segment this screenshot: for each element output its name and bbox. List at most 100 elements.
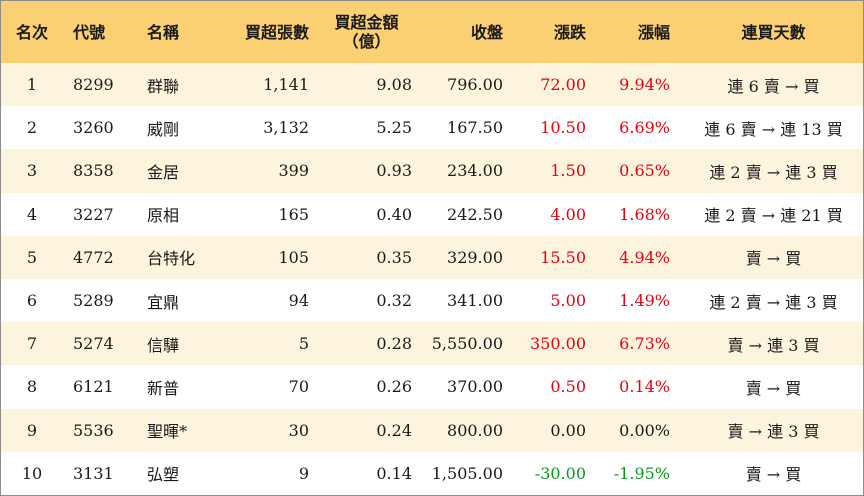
cell-rank: 8 [26,377,38,397]
cell-net-buy-amount: 0.32 [376,291,412,311]
cell-consecutive-days: 連 6 賣 → 連 13 買 [704,119,843,139]
cell-close: 1,505.00 [431,463,503,483]
cell-change-pct: 4.94% [619,247,670,267]
cell-name: 宜鼎 [147,292,180,312]
cell-code: 3131 [73,463,114,483]
cell-rank: 9 [26,420,38,440]
cell-code: 8358 [73,161,114,181]
cell-change-pct: 6.69% [619,118,670,138]
cell-name: 聖暉* [147,422,188,442]
cell-change-pct: 0.14% [619,377,670,397]
cell-close: 370.00 [447,377,503,397]
table-row: 6 5289 宜鼎 94 0.32 341.00 5.00 1.49% 連 2 賣 → 連 3 … [1,278,863,323]
cell-net-buy-lots: 165 [278,204,309,224]
cell-consecutive-days: 賣 → 買 [745,378,802,398]
cell-net-buy-lots: 94 [288,291,309,311]
cell-change: 10.50 [540,118,586,138]
cell-net-buy-amount: 0.40 [376,204,412,224]
cell-close: 242.50 [447,204,503,224]
cell-code: 3227 [73,204,114,224]
header-change-pct: 漲幅 [637,22,670,42]
cell-change: 1.50 [550,161,586,181]
cell-close: 167.50 [447,118,503,138]
cell-consecutive-days: 賣 → 連 3 買 [727,335,820,355]
header-net-buy-amount-unit: （億） [342,32,391,51]
cell-net-buy-lots: 1,141 [263,75,309,95]
cell-net-buy-lots: 105 [278,247,309,267]
cell-rank: 7 [26,334,38,354]
table-row: 3 8358 金居 399 0.93 234.00 1.50 0.65% 連 2 賣 → 連 3… [1,149,863,193]
cell-code: 4772 [73,247,114,267]
header-name: 名稱 [147,22,180,42]
cell-code: 5274 [73,334,114,354]
cell-change-pct: 6.73% [619,334,670,354]
cell-name: 威剛 [147,119,180,139]
cell-close: 329.00 [447,247,503,267]
cell-consecutive-days: 連 2 賣 → 連 3 買 [709,162,838,182]
cell-consecutive-days: 連 6 賣 → 買 [727,76,820,96]
header-rank: 名次 [15,22,48,42]
cell-change: -30.00 [534,463,586,483]
header-net-buy-lots: 買超張數 [244,22,309,42]
cell-change: 0.50 [550,377,586,397]
cell-change: 4.00 [550,204,586,224]
cell-name: 弘塑 [147,465,180,485]
cell-change-pct: 1.49% [619,291,670,311]
cell-rank: 4 [26,204,38,224]
header-close: 收盤 [470,22,503,42]
cell-consecutive-days: 賣 → 連 3 買 [727,422,820,442]
cell-code: 5289 [73,291,114,311]
cell-change-pct: 9.94% [619,75,670,95]
cell-net-buy-amount: 0.35 [376,247,412,267]
cell-change-pct: 0.00% [619,420,670,440]
cell-change: 350.00 [530,334,586,354]
cell-rank: 2 [26,118,38,138]
table-row: 10 3131 弘塑 9 0.14 1,505.00 -30.00 -1.95% 賣 → 買 [1,451,863,495]
cell-net-buy-lots: 3,132 [263,118,309,138]
header-net-buy-amount: 買超金額 （億） [317,1,416,63]
cell-code: 8299 [73,75,114,95]
cell-change: 15.50 [540,247,586,267]
cell-close: 796.00 [447,75,503,95]
cell-name: 金居 [147,162,180,182]
header-consecutive-days: 連買天數 [741,22,806,42]
cell-consecutive-days: 賣 → 買 [745,465,802,485]
cell-consecutive-days: 連 2 賣 → 連 21 買 [704,206,843,226]
cell-net-buy-amount: 5.25 [376,118,412,138]
header-change: 漲跌 [553,22,586,42]
table-header-row: 名次 代號 名稱 買超張數 買超金額 （億） 收盤 漲跌 漲幅 連買天數 [1,1,863,63]
cell-net-buy-lots: 30 [288,420,309,440]
cell-close: 800.00 [447,420,503,440]
cell-net-buy-amount: 9.08 [376,75,412,95]
cell-change-pct: -1.95% [613,463,670,483]
table-row: 4 3227 原相 165 0.40 242.50 4.00 1.68% 連 2 賣 → 連 2… [1,192,863,236]
cell-name: 原相 [147,206,180,226]
cell-rank: 10 [21,463,43,483]
cell-net-buy-lots: 399 [278,161,309,181]
table-row: 2 3260 威剛 3,132 5.25 167.50 10.50 6.69% 連 6 賣 → … [1,106,863,150]
cell-net-buy-amount: 0.26 [376,377,412,397]
cell-rank: 6 [26,291,38,311]
table-row: 9 5536 聖暉* 30 0.24 800.00 0.00 0.00% 賣 → 連 3 買 [1,408,863,452]
cell-rank: 5 [26,247,38,267]
cell-net-buy-amount: 0.28 [376,334,412,354]
table-row: 1 8299 群聯 1,141 9.08 796.00 72.00 9.94% 連 6 賣 → … [1,63,863,107]
cell-consecutive-days: 賣 → 買 [745,249,802,269]
cell-change-pct: 0.65% [619,161,670,181]
cell-close: 341.00 [447,291,503,311]
cell-net-buy-amount: 0.14 [376,463,412,483]
table-row: 8 6121 新普 70 0.26 370.00 0.50 0.14% 賣 → 買 [1,365,863,409]
cell-change: 5.00 [550,291,586,311]
cell-code: 6121 [73,377,114,397]
header-net-buy-amount-label: 買超金額 [334,13,399,32]
cell-net-buy-amount: 0.24 [376,420,412,440]
cell-net-buy-lots: 5 [298,334,309,354]
cell-change: 72.00 [540,75,586,95]
cell-code: 3260 [73,118,114,138]
cell-rank: 3 [26,161,38,181]
cell-name: 新普 [147,378,180,398]
cell-code: 5536 [73,420,114,440]
cell-net-buy-lots: 70 [288,377,309,397]
cell-name: 群聯 [147,76,180,96]
